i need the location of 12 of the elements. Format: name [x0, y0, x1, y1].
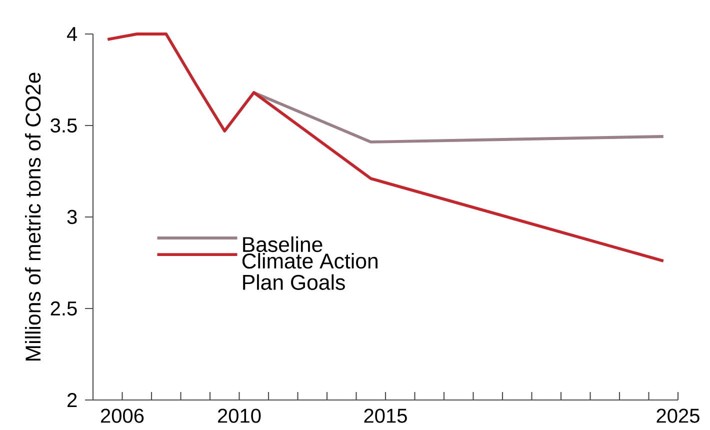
legend-label: Baseline [243, 236, 322, 252]
y-tick-label: 3.5 [50, 118, 77, 133]
x-tick-label: 2006 [101, 408, 144, 423]
y-tick-label: 4 [66, 27, 78, 41]
y-tick-label: 2.5 [50, 301, 77, 316]
x-tick-label: 2025 [656, 408, 700, 423]
y-axis-title: Millions of metric tons of CO2e [25, 72, 41, 360]
y-tick-label: 3 [67, 210, 77, 224]
y-tick-label: 2 [68, 393, 77, 407]
x-tick-label: 2015 [364, 408, 407, 423]
x-tick-label: 2010 [218, 408, 261, 423]
legend-label: Climate Action Plan Goals [242, 252, 378, 290]
